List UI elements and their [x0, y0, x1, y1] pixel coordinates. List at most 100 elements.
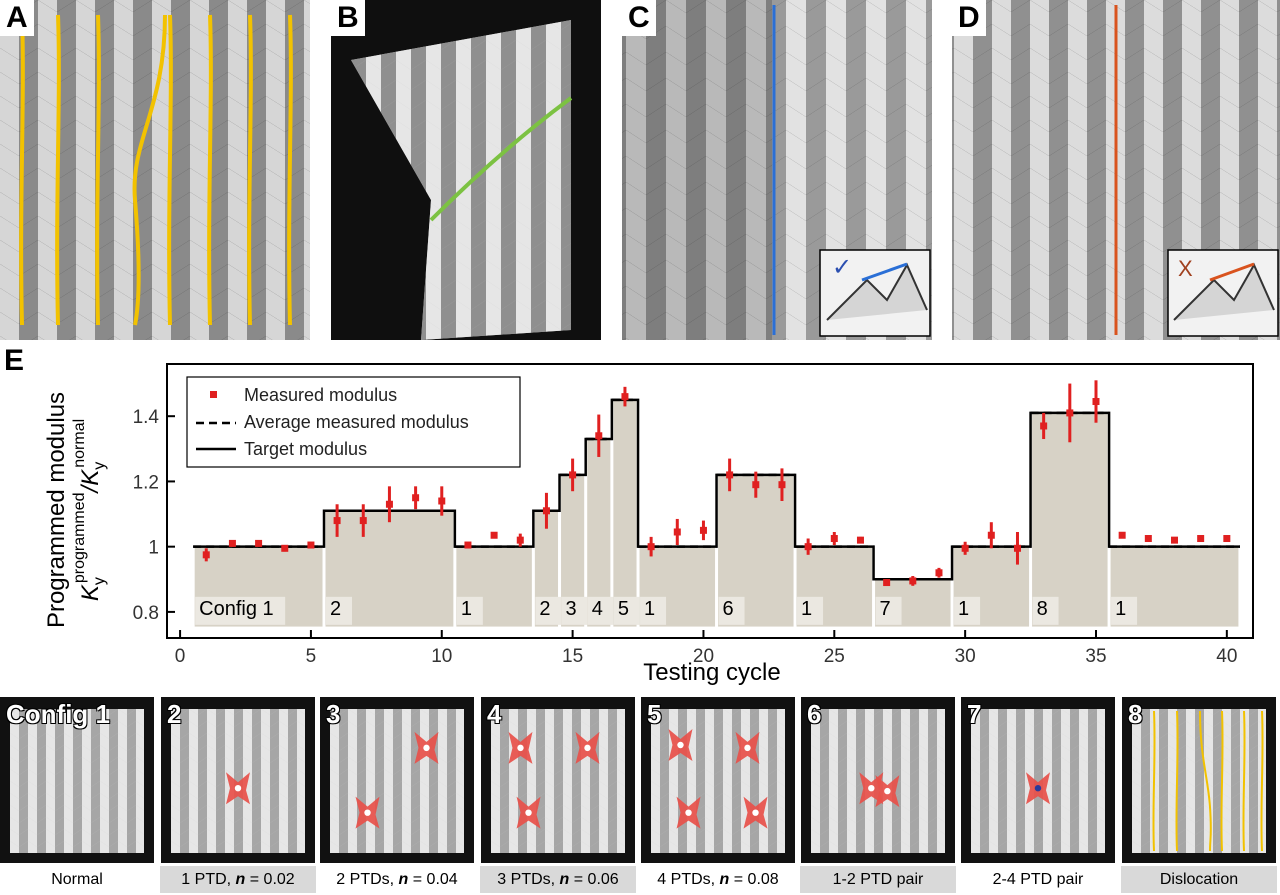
fold-facet — [1097, 757, 1105, 775]
fold-facet — [162, 805, 171, 823]
fold-facet — [1061, 697, 1070, 703]
fold-facet — [678, 697, 687, 703]
fold-facet — [1097, 721, 1105, 739]
x-tick-label-8: 40 — [1216, 646, 1237, 667]
fold-facet — [136, 697, 145, 703]
dislocation-line-4 — [1242, 710, 1246, 852]
dislocation-line-3 — [1220, 710, 1224, 852]
fold-facet — [961, 793, 962, 811]
fold-facet — [456, 817, 464, 835]
fold-facet — [456, 841, 464, 853]
fold-facet — [366, 180, 381, 210]
fold-facet — [1030, 336, 1037, 340]
fold-facet — [482, 781, 491, 799]
fold-facet — [617, 745, 625, 763]
fold-facet — [1122, 817, 1123, 835]
fold-facet — [161, 709, 162, 727]
fold-facet — [952, 48, 954, 74]
fold-facet — [1, 781, 10, 799]
measured-point-5 — [333, 517, 341, 525]
fold-facet — [0, 745, 1, 763]
fold-facet — [669, 841, 678, 853]
fold-facet — [626, 721, 635, 739]
measured-point-14 — [569, 471, 577, 479]
fold-facet — [336, 80, 351, 110]
fold-facet — [320, 841, 321, 859]
fold-facet — [902, 338, 906, 340]
fold-facet — [429, 841, 438, 853]
thumbnail-config-5: 5 — [641, 697, 795, 863]
fold-facet — [162, 757, 171, 775]
fold-facet — [1097, 733, 1105, 751]
thumbnail-label: 5 — [647, 699, 662, 729]
fold-facet — [288, 841, 297, 853]
fold-facet — [198, 697, 207, 703]
fold-facet — [591, 40, 601, 70]
fold-facet — [0, 697, 1, 715]
fold-facet — [1159, 697, 1168, 703]
fold-facet — [1186, 697, 1195, 703]
fold-facet — [617, 817, 625, 835]
fold-facet — [0, 817, 1, 835]
fold-facet — [759, 841, 768, 853]
fold-facet — [306, 745, 315, 763]
thumbnail-pattern — [320, 697, 464, 859]
fold-facet — [411, 20, 426, 50]
measured-point-21 — [752, 481, 760, 489]
fold-facet — [331, 200, 336, 230]
caption-n-symbol: n — [235, 871, 246, 888]
fold-facet — [591, 180, 601, 210]
fold-facet — [486, 0, 501, 10]
fold-facet — [1177, 697, 1186, 703]
legend-measured-marker — [210, 391, 217, 398]
segment-label-11: 1 — [958, 598, 969, 620]
fold-facet — [38, 312, 57, 340]
fold-facet — [626, 338, 630, 340]
fold-facet — [1011, 312, 1030, 340]
fold-facet — [297, 769, 305, 787]
fold-facet — [10, 853, 19, 863]
fold-facet — [626, 745, 635, 763]
fold-facet — [766, 312, 786, 340]
fold-facet — [375, 697, 384, 703]
fold-facet — [545, 853, 554, 863]
fold-facet — [38, 336, 45, 340]
fold-facet — [865, 853, 874, 863]
fold-facet — [1204, 697, 1213, 703]
fold-facet — [687, 697, 696, 703]
fold-facet — [189, 841, 198, 853]
fold-facet — [937, 853, 946, 863]
fold-facet — [777, 769, 785, 787]
thumbnail-pattern — [961, 697, 1105, 863]
fold-facet — [321, 805, 330, 823]
fold-facet — [46, 853, 55, 863]
fold-facet — [702, 338, 706, 340]
fold-facet — [554, 853, 563, 863]
ptd-center-1 — [364, 809, 371, 816]
fold-facet — [1122, 697, 1123, 703]
fold-facet — [127, 841, 136, 853]
fold-facet — [641, 745, 642, 763]
fold-facet — [786, 817, 795, 835]
fold-facet — [304, 312, 310, 340]
fold-facet — [626, 709, 635, 727]
fold-facet — [366, 20, 381, 30]
fold-facet — [1122, 853, 1123, 863]
fold-facet — [1, 769, 10, 787]
fold-facet — [64, 853, 73, 863]
fold-facet — [801, 829, 802, 847]
thumbnail-label: 6 — [807, 699, 822, 729]
fold-facet — [617, 757, 625, 775]
segment-label-bg-4 — [561, 596, 588, 625]
measured-point-16 — [621, 393, 629, 401]
y-tick-label-1: 1 — [148, 538, 159, 559]
fold-facet — [1043, 853, 1052, 863]
fold-facet — [998, 853, 1007, 863]
fold-facet — [811, 853, 820, 863]
fold-facet — [306, 829, 315, 847]
fold-facet — [0, 805, 1, 823]
fold-facet — [1097, 781, 1105, 799]
fold-facet — [297, 745, 305, 763]
fold-facet — [252, 841, 261, 853]
fold-facet — [626, 312, 646, 340]
